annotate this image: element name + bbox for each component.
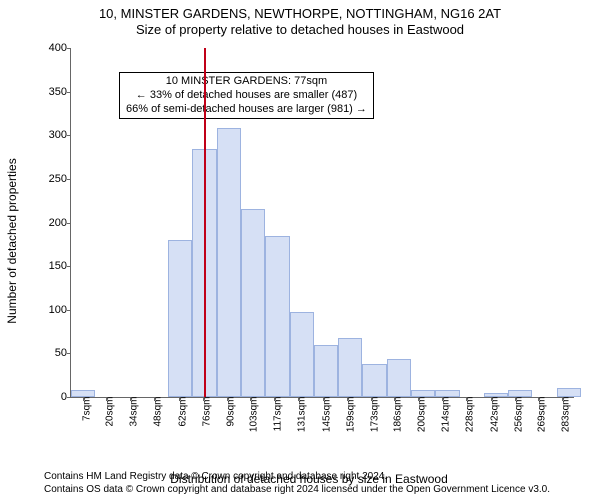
y-tick-mark xyxy=(67,310,71,311)
x-tick-label: 7sqm xyxy=(82,397,93,421)
footer-credits: Contains HM Land Registry data © Crown c… xyxy=(44,471,550,496)
y-tick-mark xyxy=(67,266,71,267)
histogram-bar xyxy=(314,345,338,397)
x-tick-label: 131sqm xyxy=(297,397,308,433)
x-tick-label: 283sqm xyxy=(560,397,571,433)
y-tick-label: 0 xyxy=(37,391,67,403)
histogram-bar xyxy=(557,388,581,397)
histogram-bar xyxy=(411,390,435,397)
histogram-bar xyxy=(217,128,241,397)
x-tick-label: 228sqm xyxy=(465,397,476,433)
y-tick-mark xyxy=(67,48,71,49)
y-tick-mark xyxy=(67,353,71,354)
y-tick-label: 400 xyxy=(37,42,67,54)
x-tick-label: 145sqm xyxy=(321,397,332,433)
footer-line2: Contains OS data © Crown copyright and d… xyxy=(44,484,550,497)
y-tick-label: 250 xyxy=(37,173,67,185)
x-tick-label: 269sqm xyxy=(536,397,547,433)
histogram-bar xyxy=(71,390,95,397)
histogram-bar xyxy=(362,364,386,397)
histogram-bar xyxy=(435,390,459,397)
x-tick-label: 20sqm xyxy=(104,397,115,427)
histogram-bar xyxy=(290,312,314,398)
histogram-bar xyxy=(387,359,411,397)
histogram-bar xyxy=(484,393,508,397)
y-tick-label: 200 xyxy=(37,217,67,229)
y-axis-label: Number of detached properties xyxy=(5,158,19,323)
x-tick-label: 62sqm xyxy=(177,397,188,427)
plot-area: 10 MINSTER GARDENS: 77sqm ← 33% of detac… xyxy=(70,48,574,398)
x-tick-label: 186sqm xyxy=(392,397,403,433)
y-tick-mark xyxy=(67,397,71,398)
x-tick-label: 173sqm xyxy=(370,397,381,433)
histogram-bar xyxy=(508,390,532,397)
x-tick-label: 159sqm xyxy=(345,397,356,433)
y-tick-mark xyxy=(67,92,71,93)
x-tick-label: 76sqm xyxy=(201,397,212,427)
y-tick-label: 350 xyxy=(37,86,67,98)
y-tick-label: 50 xyxy=(37,347,67,359)
histogram-bar xyxy=(265,236,289,397)
x-tick-label: 214sqm xyxy=(441,397,452,433)
y-tick-mark xyxy=(67,179,71,180)
annotation-line1: 10 MINSTER GARDENS: 77sqm xyxy=(126,75,367,89)
y-tick-label: 100 xyxy=(37,304,67,316)
y-tick-label: 300 xyxy=(37,129,67,141)
x-tick-label: 242sqm xyxy=(489,397,500,433)
x-tick-label: 200sqm xyxy=(416,397,427,433)
y-tick-mark xyxy=(67,223,71,224)
annotation-box: 10 MINSTER GARDENS: 77sqm ← 33% of detac… xyxy=(119,72,374,119)
histogram-bar xyxy=(241,209,265,397)
page-title-address: 10, MINSTER GARDENS, NEWTHORPE, NOTTINGH… xyxy=(0,0,600,22)
x-tick-label: 103sqm xyxy=(248,397,259,433)
histogram-chart: Number of detached properties 10 MINSTER… xyxy=(34,44,584,438)
x-tick-label: 90sqm xyxy=(226,397,237,427)
x-tick-label: 48sqm xyxy=(153,397,164,427)
x-tick-label: 256sqm xyxy=(514,397,525,433)
histogram-bar xyxy=(338,338,362,397)
annotation-line3: 66% of semi-detached houses are larger (… xyxy=(126,103,367,117)
x-tick-label: 34sqm xyxy=(128,397,139,427)
reference-line xyxy=(204,48,206,397)
footer-line1: Contains HM Land Registry data © Crown c… xyxy=(44,471,550,484)
y-tick-label: 150 xyxy=(37,260,67,272)
page-title-sub: Size of property relative to detached ho… xyxy=(0,22,600,40)
x-tick-label: 117sqm xyxy=(272,397,283,432)
annotation-line2: ← 33% of detached houses are smaller (48… xyxy=(126,89,367,103)
histogram-bar xyxy=(168,240,192,397)
y-tick-mark xyxy=(67,135,71,136)
